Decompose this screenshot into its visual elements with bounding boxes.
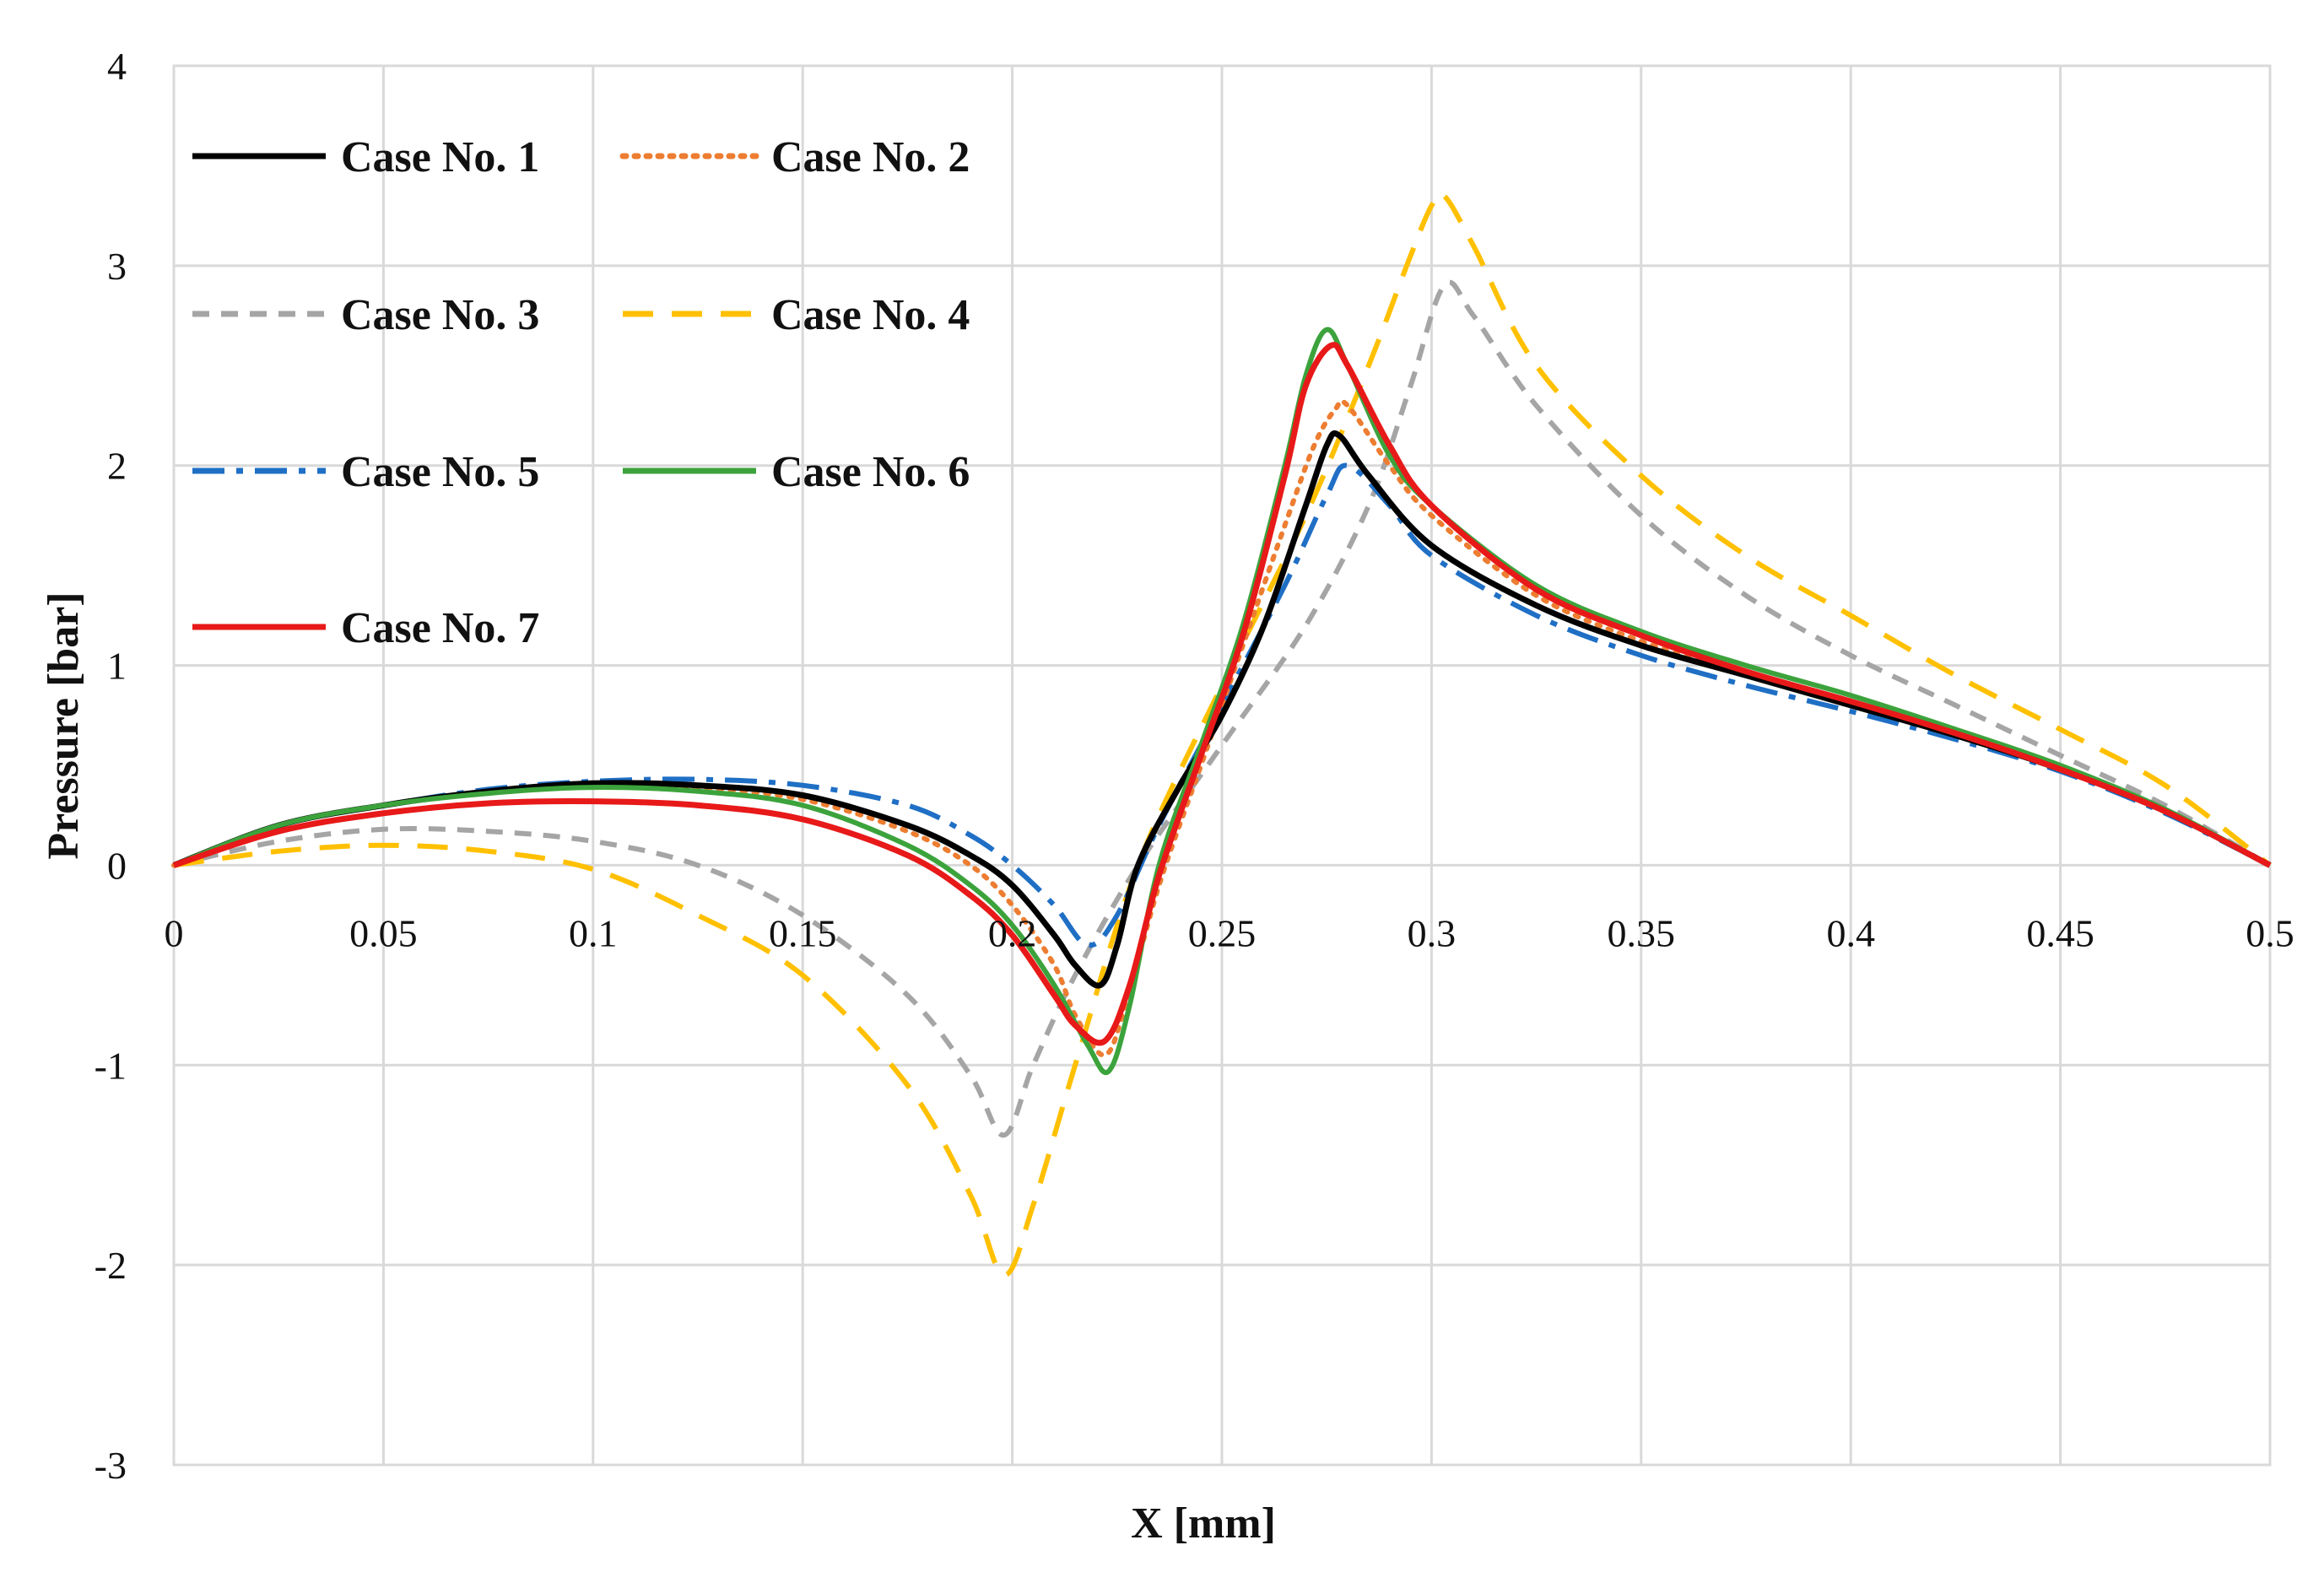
y-tick-label: 3 <box>107 245 127 288</box>
x-tick-label: 0.4 <box>1826 911 1875 954</box>
gridlines <box>172 64 2272 1467</box>
y-tick-label: -1 <box>95 1044 127 1087</box>
y-tick-label: -3 <box>95 1444 127 1487</box>
x-tick-label: 0.2 <box>988 911 1037 954</box>
x-tick-label: 0.05 <box>349 911 418 954</box>
x-tick-label: 0.25 <box>1188 911 1257 954</box>
legend-label-case-3: Case No. 3 <box>341 291 539 339</box>
series-lines <box>171 190 2273 1278</box>
series-line-case-6 <box>172 327 2272 1076</box>
x-tick-label: 0.1 <box>569 911 618 954</box>
y-tick-label: 2 <box>107 445 127 488</box>
legend: Case No. 1 Case No. 2 Case No. 3 Case No. 4… <box>192 133 970 652</box>
y-tick-label: 4 <box>107 45 127 88</box>
x-tick-label: 0.3 <box>1408 911 1457 954</box>
legend-label-case-2: Case No. 2 <box>771 133 970 181</box>
y-tick-label: -2 <box>95 1244 127 1287</box>
legend-label-case-6: Case No. 6 <box>771 448 970 496</box>
y-axis-title: Pressure [bar] <box>40 592 88 859</box>
plot-frame <box>172 64 2272 1467</box>
x-tick-label: 0.35 <box>1608 911 1676 954</box>
legend-label-case-7: Case No. 7 <box>341 604 539 652</box>
series-line-case-3 <box>173 279 2272 1138</box>
x-tick-label: 0.45 <box>2026 911 2094 954</box>
x-tick-label: 0.5 <box>2246 911 2294 954</box>
series-line-case-7 <box>172 342 2272 1046</box>
x-tick-label: 0.15 <box>769 911 837 954</box>
legend-label-case-1: Case No. 1 <box>341 133 539 181</box>
legend-label-case-5: Case No. 5 <box>341 448 539 496</box>
series-line-case-4 <box>173 190 2272 1278</box>
x-tick-label: 0 <box>165 911 184 954</box>
y-tick-label: 0 <box>107 844 127 887</box>
x-axis-title: X [mm] <box>1131 1499 1276 1548</box>
y-tick-label: 1 <box>107 645 127 688</box>
legend-label-case-4: Case No. 4 <box>771 291 970 339</box>
tick-labels: 0 0.05 0.1 0.15 0.2 0.25 0.3 0.35 0.4 0.45 0.5 4 3 2 1… <box>95 45 2294 1487</box>
